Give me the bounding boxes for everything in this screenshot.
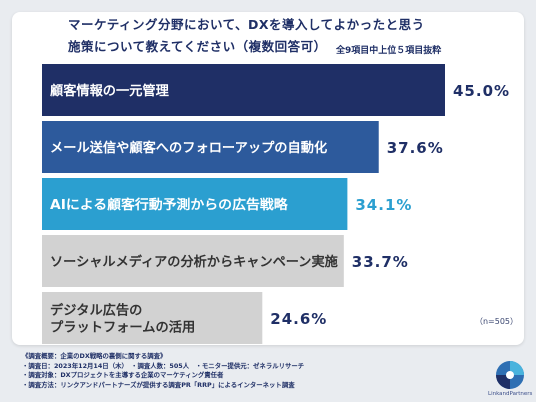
category-label-2: メール送信や顧客へのフォローアップの自動化 (50, 140, 327, 156)
category-label-1: 顧客情報の一元管理 (50, 83, 169, 99)
survey-method-line: ・調査方法：リンクアンドパートナーズが提供する調査PR「RRP」によるインターネ… (22, 380, 295, 389)
logo-wordmark: LinkandPartners (488, 391, 533, 397)
circular-swirl-logo-icon (496, 361, 524, 389)
bar-4 (42, 235, 344, 287)
bar-2 (42, 121, 379, 173)
survey-overview: 《調査概要：企業のDX戦略の裏側に関する調査》 ・調査日：2023年12月14日… (22, 352, 462, 390)
value-label-3: 34.1% (355, 196, 412, 214)
category-label-3: AIによる顧客行動予測からの広告戦略 (50, 197, 289, 213)
category-label-5-line2: プラットフォームの活用 (50, 320, 195, 336)
chart-subtitle: 全9項目中上位５項目抜粋 (336, 46, 442, 56)
survey-date-line: ・調査日：2023年12月14日（木） ・調査人数：505人 ・モニター提供元：… (22, 361, 305, 370)
bar-5 (42, 292, 263, 344)
category-label-4: ソーシャルメディアの分析からキャンペーン実施 (50, 254, 338, 270)
value-label-4: 33.7% (352, 253, 409, 271)
bar-1 (42, 64, 445, 116)
category-label-5-line1: デジタル広告の (50, 303, 142, 319)
value-label-1: 45.0% (453, 82, 510, 100)
value-label-5: 24.6% (270, 310, 327, 328)
bar-3 (42, 178, 348, 230)
survey-target-line: ・調査対象：DXプロジェクトを主導する企業のマーケティング責任者 (22, 371, 224, 379)
survey-overview-heading: 《調査概要：企業のDX戦略の裏側に関する調査》 (22, 352, 167, 360)
value-label-2: 37.6% (387, 139, 444, 157)
sample-size-note: （n=505） (474, 317, 518, 326)
chart-title-line2: 施策について教えてください（複数回答可） (68, 39, 327, 54)
chart-title-line1: マーケティング分野において、DXを導入してよかったと思う (68, 17, 425, 32)
